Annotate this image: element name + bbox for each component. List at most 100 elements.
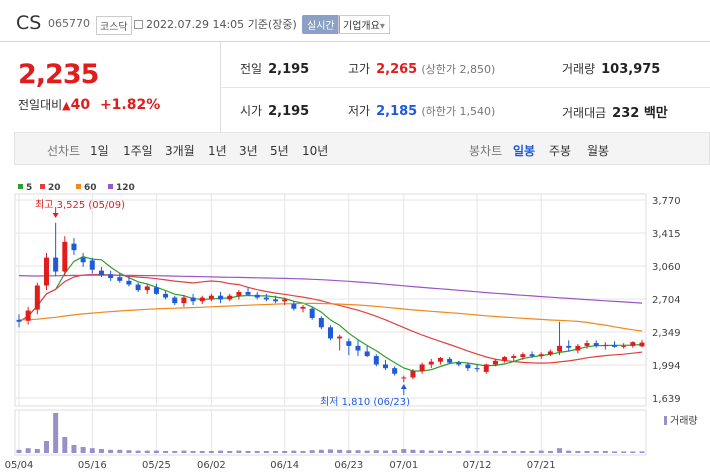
y-tick-label: 1,639 (652, 394, 681, 405)
candle-body (566, 345, 572, 348)
volume-bar (89, 448, 95, 453)
low-annotation: 최저 1,810 (06/23) (320, 396, 410, 408)
volume-bar (630, 451, 636, 453)
stock-header: CS 065770 코스닥 2022.07.29 14:05 기준(장중) 실시… (0, 0, 710, 42)
candle-body (447, 358, 453, 363)
volume-bar (199, 451, 205, 453)
candle-daily[interactable]: 일봉 (513, 144, 536, 158)
candle-body (364, 351, 370, 357)
volume-bar (282, 451, 288, 453)
candle-body (621, 345, 627, 347)
up-arrow-icon: ▲ (62, 99, 71, 112)
volume-bar (538, 450, 544, 453)
candle-body (502, 357, 508, 361)
volume-bar (575, 451, 581, 453)
volume-cell: 거래량 103,975 (562, 60, 660, 77)
volume-bar (382, 450, 388, 453)
volume-bar (144, 450, 150, 453)
candle-body (153, 287, 159, 294)
volume-bar (346, 450, 352, 453)
high-annotation: 최고 3,525 (05/09) (35, 199, 125, 211)
x-tick-label: 05/25 (142, 460, 171, 471)
high-value: 2,265 (376, 62, 418, 77)
volume-bar (300, 451, 306, 453)
period-3m[interactable]: 3개월 (165, 144, 195, 158)
volume-bar (355, 450, 361, 453)
volume-bar (547, 451, 553, 453)
volume-bar (410, 449, 416, 453)
candlestick-chart[interactable]: 3,770 3,415 3,060 2,704 2,349 1,994 1,639 05/04… (0, 175, 710, 475)
stock-code: 065770 (48, 17, 90, 30)
high-cell: 고가 2,265 (상한가 2,850) (348, 60, 495, 77)
volume-bar (520, 451, 526, 453)
candle-body (16, 319, 22, 322)
volume-bar (117, 449, 123, 453)
volume-bar (43, 441, 49, 453)
volume-bar (291, 450, 297, 453)
candle-body (465, 364, 471, 369)
volume-legend-label: 거래량 (670, 415, 698, 427)
quote-panel: 2,235 전일대비▲40 +1.82% (0, 42, 710, 132)
legend-swatch (76, 184, 81, 189)
change-value: 40 (70, 97, 91, 113)
volume-bar (474, 451, 480, 453)
candle-body (108, 274, 114, 279)
candle-body (419, 364, 425, 371)
volume-value: 103,975 (601, 62, 661, 77)
volume-bar (557, 448, 563, 453)
volume-bar (502, 451, 508, 453)
period-1w[interactable]: 1주일 (123, 144, 153, 158)
chart-period-bar: 선차트 1일 1주일 3개월 1년 3년 5년 10년 봉차트 일봉 주봉 월봉 (14, 132, 710, 165)
candle-body (575, 345, 581, 351)
candle-body (492, 360, 498, 365)
volume-bar (337, 449, 343, 453)
candle-body (584, 343, 590, 346)
legend-ma5: 5 (18, 183, 32, 193)
open-label: 시가 (240, 104, 263, 118)
candle-body (382, 364, 388, 369)
candle-body (612, 344, 618, 347)
quote-datetime: 2022.07.29 14:05 기준(장중) (134, 16, 297, 32)
volume-bar (218, 450, 224, 453)
ma60-line (18, 302, 643, 332)
candle-body (25, 310, 31, 321)
volume-bar (245, 451, 251, 453)
period-5y[interactable]: 5년 (270, 144, 289, 158)
overview-label: 기업개요 (343, 21, 380, 32)
realtime-button[interactable]: 실시간 (302, 15, 340, 34)
price-change: 전일대비▲40 +1.82% (18, 96, 160, 113)
volume-bar (163, 451, 169, 453)
company-overview-dropdown[interactable]: 기업개요▾ (338, 15, 390, 34)
line-chart-label: 선차트 (47, 144, 81, 158)
period-10y[interactable]: 10년 (302, 144, 329, 158)
volume-bar (16, 449, 22, 453)
open-cell: 시가 2,195 (240, 102, 309, 119)
prev-close-cell: 전일 2,195 (240, 60, 309, 77)
period-3y[interactable]: 3년 (239, 144, 258, 158)
volume-bar (71, 445, 77, 453)
candle-monthly[interactable]: 월봉 (587, 144, 610, 158)
candle-body (190, 297, 196, 302)
volume-bar (208, 451, 214, 453)
volume-bar (392, 450, 398, 453)
candle-body (163, 293, 169, 298)
x-tick-label: 07/01 (389, 460, 418, 471)
volume-bar (236, 450, 242, 453)
period-1d[interactable]: 1일 (90, 144, 109, 158)
volume-bar (98, 449, 104, 453)
candle-body (43, 257, 49, 286)
volume-bar (53, 413, 59, 453)
period-1y[interactable]: 1년 (208, 144, 227, 158)
volume-bar (612, 451, 618, 453)
candle-weekly[interactable]: 주봉 (549, 144, 572, 158)
candle-body (181, 297, 187, 304)
volume-bar (447, 451, 453, 453)
y-tick-label: 3,770 (652, 196, 681, 207)
y-tick-label: 1,994 (652, 361, 681, 372)
volume-bar (566, 450, 572, 453)
volume-bar (465, 450, 471, 453)
high-marker-arrowhead (52, 213, 59, 218)
amount-value: 232 백만 (612, 106, 668, 121)
amount-cell: 거래대금 232 백만 (562, 102, 668, 121)
volume-bar (483, 450, 489, 453)
